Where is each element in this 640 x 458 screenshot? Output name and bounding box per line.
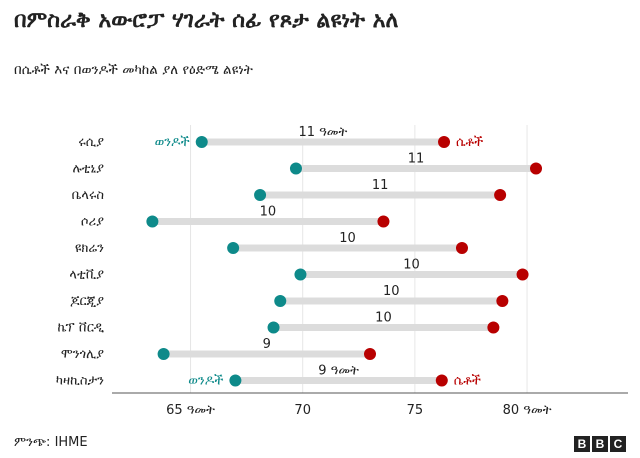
women-point (496, 295, 509, 307)
men-point (294, 268, 307, 281)
women-point (435, 374, 448, 387)
chart-row: ካዛኪስታን 9 ዓመት ወንዶች ሴቶች (56, 364, 481, 389)
chart-row: ሉቲኒያ 11 (73, 152, 543, 177)
legend-women-label: ሴቶች (456, 135, 483, 150)
women-point (494, 189, 507, 201)
chart-row: ሶሪያ 10 (81, 205, 390, 230)
gap-label: 9 (263, 337, 271, 352)
gap-label: 10 (383, 284, 400, 299)
gap-label: 11 (372, 178, 389, 193)
chart-row: ላቲቪያ 10 (69, 258, 529, 283)
x-tick-label: 80 ዓመት (503, 403, 552, 418)
category-label: ጆርጂያ (70, 294, 104, 309)
category-label: ቤላሩስ (72, 188, 104, 203)
category-label: ሞንጎሊያ (61, 347, 104, 362)
chart-title: በምስራቅ አውሮፓ ሃገራት ሰፊ የጾታ ልዩነት አለ (14, 8, 399, 33)
category-label: ሶሪያ (81, 215, 104, 230)
chart-row: ጆርጂያ 10 (70, 284, 509, 309)
gap-label: 10 (260, 205, 277, 220)
gap-label: 10 (403, 258, 420, 273)
bbc-logo-letter: B (592, 436, 608, 452)
chart-row: ኬፕ ቨርዲ 10 (57, 311, 500, 336)
gap-label: 9 ዓመት (318, 364, 359, 379)
chart-row: ሩሲያ 11 ዓመት ወንዶች ሴቶች (78, 125, 483, 150)
bbc-logo-letter: B (574, 436, 590, 452)
women-point (516, 268, 529, 281)
category-label: ሩሲያ (78, 135, 104, 150)
women-point (455, 242, 468, 254)
x-tick-label: 65 ዓመት (166, 403, 215, 418)
men-point (229, 374, 242, 387)
men-point (227, 242, 240, 254)
bbc-logo: B B C (574, 436, 626, 452)
men-point (289, 162, 302, 175)
x-tick-label: 75 (407, 403, 424, 418)
source-note: ምንጭ: IHME (14, 435, 88, 450)
gap-label: 10 (375, 311, 392, 326)
bbc-logo-letter: C (610, 436, 626, 452)
category-label: ላቲቪያ (69, 268, 104, 283)
chart-row: ቤላሩስ 11 (72, 178, 507, 203)
chart-row: ሞንጎሊያ 9 (61, 337, 376, 362)
men-point (146, 215, 159, 228)
legend-men-label: ወንዶች (188, 374, 223, 389)
legend-men-label: ወንዶች (155, 135, 190, 150)
men-point (157, 348, 170, 360)
gap-label: 11 (408, 152, 425, 167)
men-point (195, 136, 208, 148)
men-point (254, 189, 267, 201)
women-point (487, 321, 500, 334)
women-point (438, 136, 451, 148)
gap-label: 11 ዓመት (298, 125, 347, 140)
category-label: ሉቲኒያ (73, 162, 105, 177)
chart-row: ዩክሬን 10 (75, 231, 468, 256)
women-point (377, 215, 390, 228)
x-tick-label: 70 (294, 403, 311, 418)
men-point (267, 321, 280, 334)
women-point (364, 348, 376, 360)
women-point (530, 162, 543, 175)
legend-women-label: ሴቶች (454, 374, 481, 389)
men-point (274, 295, 287, 307)
x-axis: 65 ዓመት 70 75 80 ዓመት (112, 392, 628, 418)
gap-label: 10 (339, 231, 356, 246)
category-label: ካዛኪስታን (56, 374, 104, 389)
category-label: ኬፕ ቨርዲ (57, 321, 104, 336)
category-label: ዩክሬን (75, 241, 104, 256)
chart-subtitle: በሴቶች እና በወንዶች መካከል ያለ የዕድሜ ልዩነት (14, 62, 253, 78)
